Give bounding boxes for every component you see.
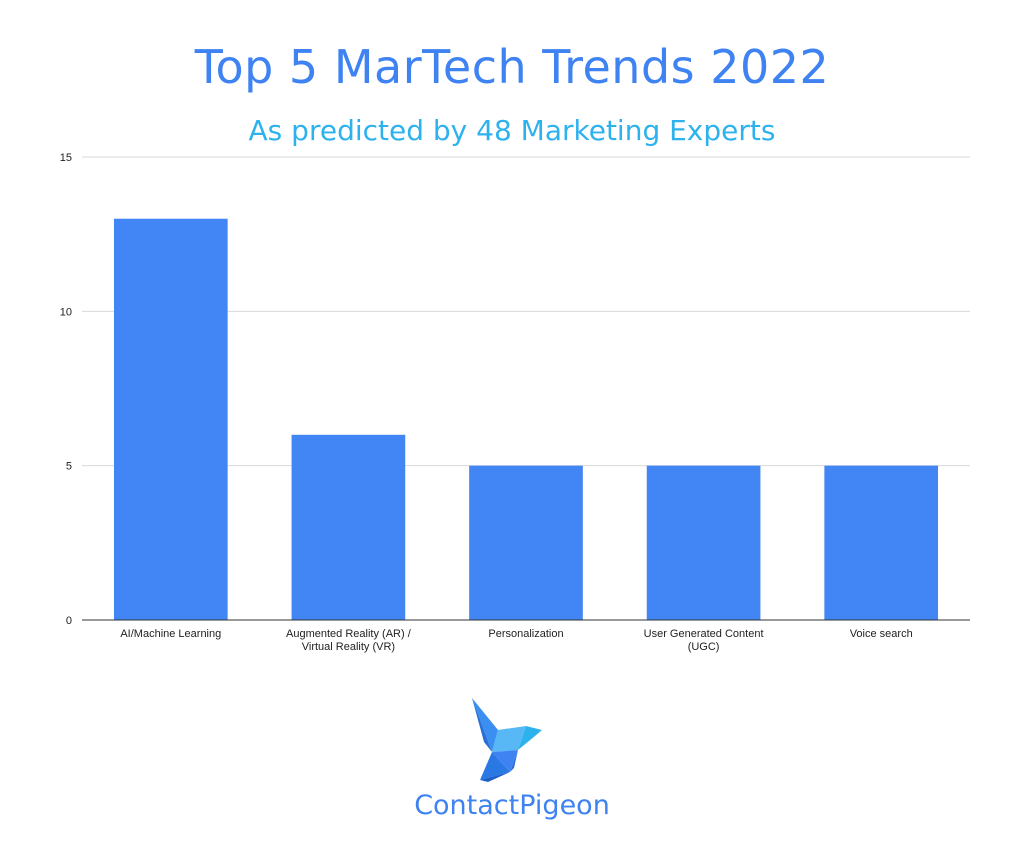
- pigeon-logo-icon: [472, 698, 542, 782]
- x-category-label: AI/Machine Learning: [120, 628, 221, 640]
- bar: [824, 465, 939, 620]
- y-tick-label: 5: [66, 461, 72, 473]
- x-category-label: Voice search: [850, 628, 913, 640]
- x-category-label: Augmented Reality (AR) / Virtual Reality …: [286, 628, 412, 653]
- chart-subtitle: As predicted by 48 Marketing Experts: [248, 114, 776, 147]
- bar: [291, 434, 406, 620]
- y-tick-label: 0: [66, 615, 72, 627]
- y-tick-label: 10: [60, 306, 72, 318]
- y-axis-ticks: 0 5 10 15: [60, 152, 72, 627]
- chart-title: Top 5 MarTech Trends 2022: [194, 40, 830, 94]
- bar: [646, 465, 761, 620]
- bar: [469, 465, 583, 620]
- bars: [113, 218, 939, 620]
- bar-chart: 0 5 10 15 AI/Machine Learning Augmented Real…: [60, 152, 970, 653]
- bar: [113, 218, 228, 620]
- x-category-label: User Generated Content (UGC): [644, 628, 764, 653]
- x-axis-categories: AI/Machine Learning Augmented Reality (AR…: [120, 628, 912, 653]
- y-tick-label: 15: [60, 152, 72, 164]
- x-category-label: Personalization: [488, 628, 563, 640]
- brand-name: ContactPigeon: [414, 790, 610, 821]
